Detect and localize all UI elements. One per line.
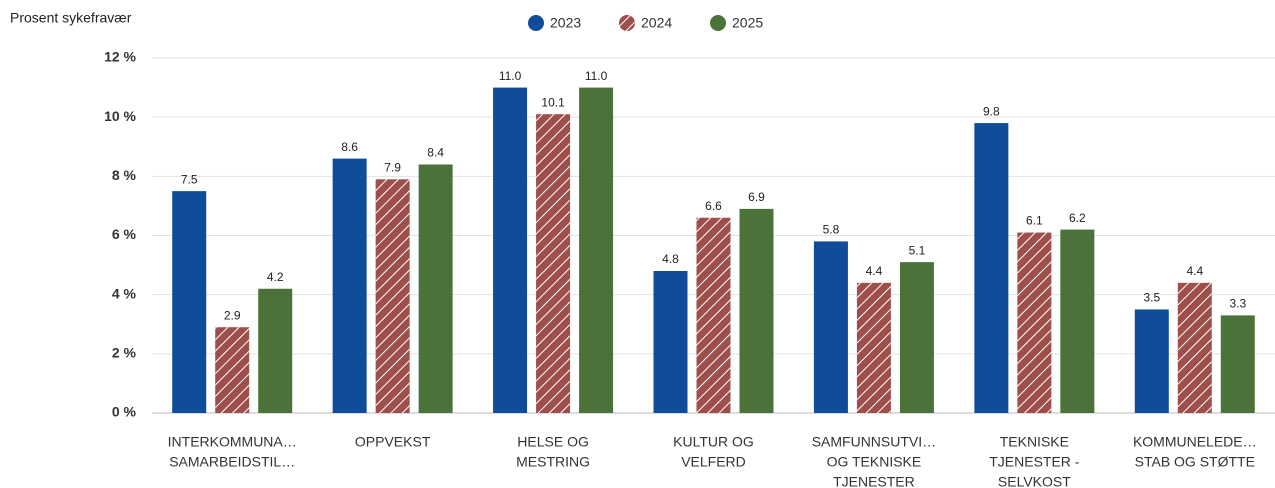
x-tick-label: INTERKOMMUNA… [168,434,297,450]
legend-swatch [528,15,544,31]
data-label: 7.5 [181,172,198,186]
data-label: 4.8 [662,252,679,266]
bar-hatch [215,327,250,413]
data-label: 6.1 [1026,214,1043,228]
y-tick-label: 12 % [104,49,136,65]
bar [739,208,774,413]
bar-hatch [375,179,410,413]
bar [974,123,1009,413]
y-tick-label: 4 % [112,285,137,301]
legend-swatch [710,15,726,31]
x-tick-label: MESTRING [516,454,590,470]
data-label: 11.0 [585,69,608,83]
data-label: 4.4 [1186,264,1203,278]
x-tick-label: KULTUR OG [673,434,754,450]
bar-hatch [696,217,731,413]
data-label: 6.2 [1069,211,1086,225]
data-label: 11.0 [499,69,522,83]
bar [653,271,688,413]
x-tick-label: STAB OG STØTTE [1135,454,1255,470]
data-label: 6.9 [748,190,765,204]
data-label: 6.6 [705,199,722,213]
y-tick-label: 6 % [112,226,137,242]
legend-label: 2023 [550,15,581,31]
legend-swatch-hatch [619,15,635,31]
x-tick-label: SAMARBEIDSTIL… [169,454,295,470]
bar [493,87,528,413]
data-label: 5.8 [823,223,840,237]
data-label: 3.3 [1229,297,1246,311]
x-tick-label: SELVKOST [998,474,1071,488]
bar [1220,315,1255,413]
x-tick-label: TJENESTER - [989,454,1080,470]
bar [813,241,848,413]
bar-hatch [1177,282,1212,413]
data-label: 10.1 [541,95,565,109]
x-tick-label: SAMFUNNSUTVI… [812,434,936,450]
data-label: 5.1 [909,243,926,257]
bar [899,262,934,413]
y-tick-label: 2 % [112,345,137,361]
x-tick-label: HELSE OG [517,434,589,450]
bar [418,164,453,413]
bar [332,158,367,413]
y-tick-label: 10 % [104,108,136,124]
data-label: 8.4 [427,146,444,160]
data-label: 3.5 [1143,291,1160,305]
x-tick-label: VELFERD [681,454,746,470]
x-tick-label: TEKNISKE [1000,434,1069,450]
data-label: 8.6 [341,140,358,154]
x-tick-label: TJENESTER [833,474,915,488]
x-tick-label: OPPVEKST [355,434,431,450]
bar-hatch [856,282,891,413]
bar-hatch [1017,232,1052,413]
bar [1134,309,1169,413]
data-label: 7.9 [384,160,401,174]
bar [579,87,614,413]
data-label: 9.8 [983,104,1000,118]
y-tick-label: 8 % [112,167,137,183]
data-label: 2.9 [224,308,241,322]
bar [1060,229,1095,413]
legend-label: 2024 [641,15,672,31]
bar-hatch [536,114,571,413]
bar [258,288,293,413]
y-tick-label: 0 % [112,404,137,420]
data-label: 4.2 [267,270,284,284]
bar [172,191,207,413]
x-tick-label: OG TEKNISKE [827,454,922,470]
data-label: 4.4 [866,264,883,278]
x-tick-label: KOMMUNELEDE… [1133,434,1257,450]
y-axis-title: Prosent sykefravær [10,10,132,26]
legend-label: 2025 [732,15,763,31]
